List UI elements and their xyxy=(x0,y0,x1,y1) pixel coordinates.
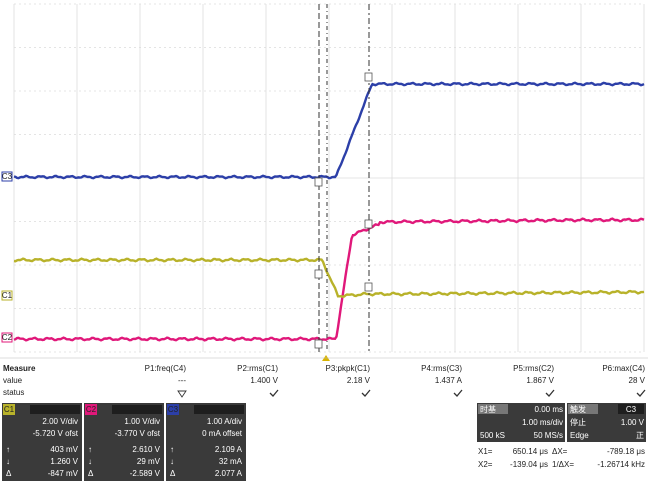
svg-text:-847 mV: -847 mV xyxy=(48,469,79,478)
svg-text:-3.770 V ofst: -3.770 V ofst xyxy=(115,429,161,438)
svg-text:2.109 A: 2.109 A xyxy=(215,445,243,454)
svg-text:-5.720 V ofst: -5.720 V ofst xyxy=(33,429,79,438)
svg-text:↓: ↓ xyxy=(170,457,174,466)
check-icon xyxy=(636,389,646,397)
svg-text:29 mV: 29 mV xyxy=(137,457,161,466)
svg-text:50 MS/s: 50 MS/s xyxy=(534,431,563,440)
svg-text:1.437 A: 1.437 A xyxy=(435,376,463,385)
channel-marker-c3[interactable]: C3 xyxy=(1,171,13,182)
svg-text:1.867 V: 1.867 V xyxy=(526,376,554,385)
measure-col-p2[interactable]: P2:rms(C1) 1.400 V xyxy=(237,364,279,397)
svg-text:X2=: X2= xyxy=(478,460,493,469)
svg-text:C1: C1 xyxy=(4,405,15,414)
svg-text:C3: C3 xyxy=(626,405,637,414)
channel-panel-c1[interactable]: C1 2.00 V/div -5.720 V ofst ↑ 403 mV ↓ 1… xyxy=(2,403,82,481)
svg-text:1.400 V: 1.400 V xyxy=(250,376,278,385)
check-icon xyxy=(269,389,279,397)
graticule xyxy=(13,3,645,353)
check-icon xyxy=(361,389,371,397)
svg-text:P5:rms(C2): P5:rms(C2) xyxy=(513,364,554,373)
svg-text:ΔX=: ΔX= xyxy=(552,447,568,456)
svg-text:P3:pkpk(C1): P3:pkpk(C1) xyxy=(326,364,371,373)
cursor-marker-icons xyxy=(314,72,373,349)
timebase-panel[interactable]: 时基 0.00 ms 1.00 ms/div 500 kS 50 MS/s xyxy=(477,403,565,442)
status-label: status xyxy=(3,388,24,397)
svg-text:-2.589 V: -2.589 V xyxy=(130,469,161,478)
trace-c1 xyxy=(13,257,645,298)
channel-panel-c2[interactable]: C2 1.00 V/div -3.770 V ofst ↑ 2.610 V ↓ … xyxy=(84,403,164,481)
measure-col-p4[interactable]: P4:rms(C3) 1.437 A xyxy=(421,364,463,397)
svg-text:X1=: X1= xyxy=(478,447,493,456)
svg-text:500 kS: 500 kS xyxy=(480,431,505,440)
svg-text:1.260 V: 1.260 V xyxy=(50,457,78,466)
svg-text:1.00 ms/div: 1.00 ms/div xyxy=(522,418,563,427)
check-icon xyxy=(453,389,463,397)
svg-text:1.00 V: 1.00 V xyxy=(621,418,645,427)
svg-text:触发: 触发 xyxy=(570,404,586,414)
measure-col-p3[interactable]: P3:pkpk(C1) 2.18 V xyxy=(326,364,371,397)
svg-text:28 V: 28 V xyxy=(629,376,646,385)
trigger-panel[interactable]: 触发 C3 停止 1.00 V Edge 正 xyxy=(567,403,646,442)
svg-text:时基: 时基 xyxy=(480,404,496,414)
svg-text:C2: C2 xyxy=(2,333,13,342)
svg-text:P6:max(C4): P6:max(C4) xyxy=(602,364,645,373)
measure-table: Measure value status P1:freq(C4) --- P2:… xyxy=(0,357,648,398)
svg-text:Δ: Δ xyxy=(88,469,94,478)
svg-text:650.14 μs: 650.14 μs xyxy=(513,447,548,456)
svg-text:2.610 V: 2.610 V xyxy=(132,445,160,454)
waveform-area[interactable]: C3 C1 C2 xyxy=(1,3,645,361)
svg-text:Δ: Δ xyxy=(6,469,12,478)
svg-text:32 mA: 32 mA xyxy=(219,457,243,466)
svg-text:↑: ↑ xyxy=(88,445,92,454)
measure-label: Measure xyxy=(3,364,36,373)
svg-text:正: 正 xyxy=(636,431,644,440)
traces xyxy=(13,81,645,342)
svg-text:1.00 V/div: 1.00 V/div xyxy=(124,417,160,426)
svg-text:1.00 A/div: 1.00 A/div xyxy=(207,417,242,426)
svg-text:P1:freq(C4): P1:freq(C4) xyxy=(145,364,187,373)
channel-marker-c2[interactable]: C2 xyxy=(1,332,13,343)
value-label: value xyxy=(3,376,23,385)
svg-text:-139.04 μs: -139.04 μs xyxy=(510,460,548,469)
svg-text:403 mV: 403 mV xyxy=(50,445,78,454)
measure-col-p5[interactable]: P5:rms(C2) 1.867 V xyxy=(513,364,555,397)
svg-text:-789.18 μs: -789.18 μs xyxy=(607,447,645,456)
svg-text:C3: C3 xyxy=(168,405,179,414)
svg-text:2.00 V/div: 2.00 V/div xyxy=(42,417,78,426)
svg-text:-1.26714 kHz: -1.26714 kHz xyxy=(597,460,645,469)
svg-text:C3: C3 xyxy=(2,172,13,181)
check-icon xyxy=(545,389,555,397)
svg-text:1/ΔX=: 1/ΔX= xyxy=(552,460,574,469)
svg-text:C2: C2 xyxy=(86,405,97,414)
channel-marker-c1[interactable]: C1 xyxy=(1,290,13,301)
svg-text:停止: 停止 xyxy=(570,417,586,427)
trace-c2 xyxy=(13,217,645,342)
trace-c3 xyxy=(13,81,645,180)
svg-text:↑: ↑ xyxy=(6,445,10,454)
measure-col-p6[interactable]: P6:max(C4) 28 V xyxy=(602,364,646,397)
channel-panel-c3[interactable]: C3 1.00 A/div 0 mA offset ↑ 2.109 A ↓ 32… xyxy=(166,403,246,481)
svg-text:0 mA offset: 0 mA offset xyxy=(202,429,243,438)
svg-text:↓: ↓ xyxy=(6,457,10,466)
svg-text:P4:rms(C3): P4:rms(C3) xyxy=(421,364,462,373)
svg-text:Edge: Edge xyxy=(570,431,589,440)
svg-text:↑: ↑ xyxy=(170,445,174,454)
svg-text:Δ: Δ xyxy=(170,469,176,478)
svg-text:2.077 A: 2.077 A xyxy=(215,469,243,478)
svg-text:0.00 ms: 0.00 ms xyxy=(535,405,563,414)
cursor-readout: X1= 650.14 μs ΔX= -789.18 μs X2= -139.04… xyxy=(478,447,645,469)
svg-text:P2:rms(C1): P2:rms(C1) xyxy=(237,364,278,373)
svg-text:---: --- xyxy=(178,376,186,385)
svg-text:2.18 V: 2.18 V xyxy=(347,376,371,385)
svg-text:↓: ↓ xyxy=(88,457,92,466)
warn-icon xyxy=(177,390,187,398)
measure-col-p1[interactable]: P1:freq(C4) --- xyxy=(145,364,187,398)
svg-text:C1: C1 xyxy=(2,291,13,300)
